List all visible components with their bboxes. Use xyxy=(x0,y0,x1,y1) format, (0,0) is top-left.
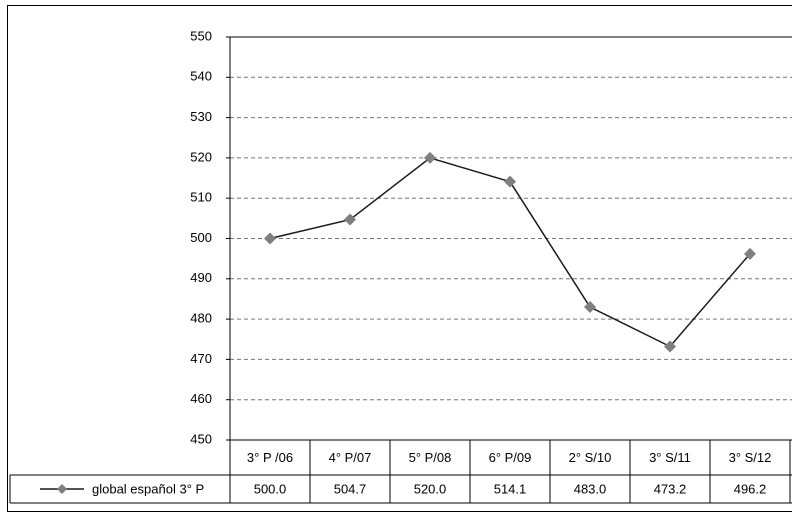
y-tick-label: 500 xyxy=(190,230,212,245)
chart-frame xyxy=(7,5,792,512)
y-tick-label: 520 xyxy=(190,149,212,164)
table-value: 514.1 xyxy=(494,481,527,496)
point-marker xyxy=(264,232,276,245)
x-tick-label: 4° P/07 xyxy=(329,450,372,465)
y-tick-label: 550 xyxy=(190,28,212,43)
table-value: 500.0 xyxy=(254,481,287,496)
y-tick-label: 490 xyxy=(190,270,212,285)
point-marker xyxy=(744,247,756,260)
x-tick-label: 3° S/11 xyxy=(649,450,691,465)
table-value: 504.7 xyxy=(334,481,367,496)
y-tick-label: 510 xyxy=(190,190,212,205)
point-marker xyxy=(504,175,516,188)
legend-label: global español 3° P xyxy=(92,481,204,496)
y-tick-label: 460 xyxy=(190,391,212,406)
x-tick-label: 3° P /06 xyxy=(247,450,293,465)
y-tick-label: 480 xyxy=(190,311,212,326)
x-tick-label: 3° S/12 xyxy=(729,450,772,465)
y-tick-label: 530 xyxy=(190,109,212,124)
x-tick-label: 2° S/10 xyxy=(569,450,612,465)
point-marker xyxy=(344,213,356,226)
x-tick-label: 6° P/09 xyxy=(489,450,532,465)
y-tick-label: 470 xyxy=(190,351,212,366)
table-value: 520.0 xyxy=(414,481,447,496)
table-value: 473.2 xyxy=(654,481,687,496)
table-value: 496.2 xyxy=(734,481,767,496)
point-marker xyxy=(664,340,676,353)
point-marker xyxy=(584,301,596,314)
table-value: 483.0 xyxy=(574,481,607,496)
point-marker xyxy=(424,151,436,164)
y-tick-label: 450 xyxy=(190,431,212,446)
y-tick-label: 540 xyxy=(190,69,212,84)
legend-marker xyxy=(57,484,67,494)
x-tick-label: 5° P/08 xyxy=(409,450,452,465)
